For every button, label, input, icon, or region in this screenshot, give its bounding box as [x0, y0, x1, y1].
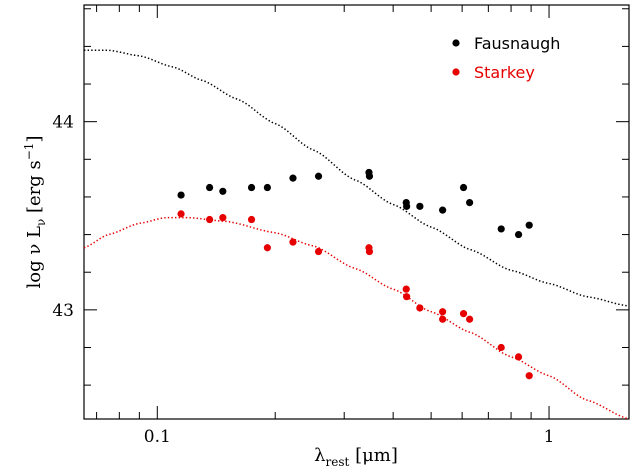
starkey-point — [314, 247, 323, 256]
axis-ticks — [84, 5, 629, 419]
starkey-point — [219, 214, 227, 222]
y-axis-label-pre: log ν L — [24, 226, 45, 289]
y-axis-label-close: ] — [24, 136, 45, 143]
axis-tick-labels: 0.1 1 43 44 — [52, 113, 554, 447]
starkey-point — [439, 315, 447, 323]
fausnaugh-point — [177, 191, 185, 199]
y-tick-label: 44 — [52, 113, 74, 133]
starkey-point — [206, 215, 214, 224]
y-axis-label-sup: −1 — [22, 143, 36, 161]
fausnaugh-point — [403, 202, 411, 210]
fausnaugh-point — [219, 187, 227, 195]
starkey-point — [247, 215, 256, 224]
fausnaugh-point — [314, 172, 323, 180]
starkey-point — [514, 353, 523, 361]
fausnaugh-point — [263, 183, 271, 192]
fausnaugh-point — [497, 225, 505, 233]
plot-frame — [83, 4, 630, 420]
x-axis-label: λrest [μm] — [314, 445, 398, 469]
starkey-point — [497, 343, 505, 352]
x-axis-label-unit: [μm] — [349, 445, 398, 466]
y-tick-label: 43 — [52, 301, 74, 321]
starkey-point — [459, 310, 468, 318]
x-axis-label-sub: rest — [326, 455, 350, 469]
fausnaugh-point — [439, 206, 447, 214]
starkey-point — [416, 304, 424, 312]
fausnaugh-point — [514, 230, 523, 239]
fausnaugh-point — [525, 221, 533, 229]
y-axis-label-sub: ν — [34, 219, 48, 226]
legend-marker — [452, 39, 460, 47]
model-curves — [83, 49, 630, 420]
starkey-point — [439, 308, 447, 316]
fausnaugh-point — [206, 183, 214, 192]
starkey-point — [263, 244, 271, 252]
data-points — [177, 168, 533, 380]
x-tick-label: 1 — [544, 427, 555, 447]
x-axis-label-main: λ — [314, 445, 325, 466]
starkey-point — [402, 285, 410, 293]
legend-marker — [452, 68, 460, 76]
starkey-point — [365, 247, 374, 256]
starkey-point — [177, 210, 185, 218]
legend-label: Fausnaugh — [474, 34, 560, 53]
starkey-point — [525, 372, 533, 380]
fausnaugh-point — [289, 174, 297, 182]
y-axis-label-post: [erg s — [24, 160, 45, 218]
fausnaugh-point — [466, 198, 474, 207]
y-axis-label: log ν Lν [erg s−1] — [22, 136, 48, 289]
legend: Fausnaugh Starkey — [452, 34, 560, 82]
starkey-point — [466, 315, 474, 323]
starkey-point — [403, 293, 411, 301]
starkey-point — [289, 238, 297, 246]
fausnaugh-point — [416, 202, 424, 210]
legend-label: Starkey — [474, 63, 535, 82]
x-tick-label: 0.1 — [144, 427, 171, 447]
model-curve — [84, 49, 630, 307]
fausnaugh-point — [247, 183, 256, 192]
fausnaugh-point — [459, 183, 468, 192]
model-curve — [83, 216, 630, 420]
fausnaugh-point — [365, 172, 374, 180]
